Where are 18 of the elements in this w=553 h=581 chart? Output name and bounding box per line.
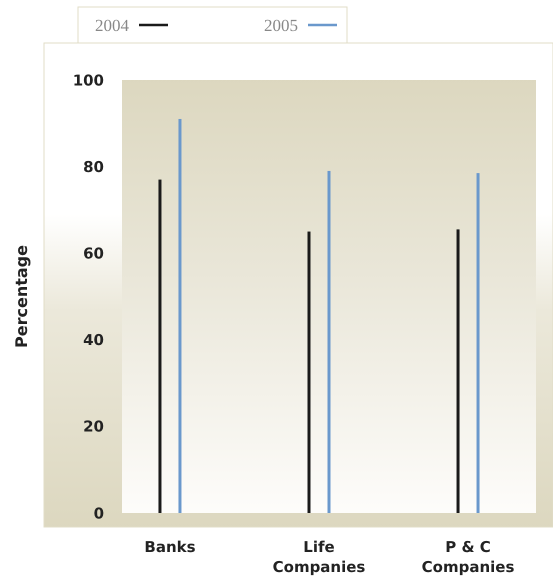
y-axis-title: Percentage	[12, 244, 31, 348]
y-tick-label: 80	[83, 158, 104, 176]
legend-label: 2004	[95, 16, 130, 35]
y-tick-label: 60	[83, 244, 104, 262]
y-tick-label: 40	[83, 331, 104, 350]
x-tick-label: Banks	[144, 538, 196, 556]
y-tick-label: 100	[72, 71, 104, 90]
bar	[456, 229, 460, 513]
bar	[328, 170, 330, 513]
bar	[476, 173, 480, 513]
y-tick-label: 0	[94, 504, 104, 522]
bar	[308, 232, 310, 513]
y-tick-label: 20	[83, 418, 104, 436]
x-tick-label: Life Companies	[272, 538, 366, 576]
bar	[158, 180, 162, 513]
bar	[178, 118, 182, 513]
x-tick-label: P & C Companies	[422, 538, 514, 576]
legend-label: 2005	[264, 16, 298, 35]
